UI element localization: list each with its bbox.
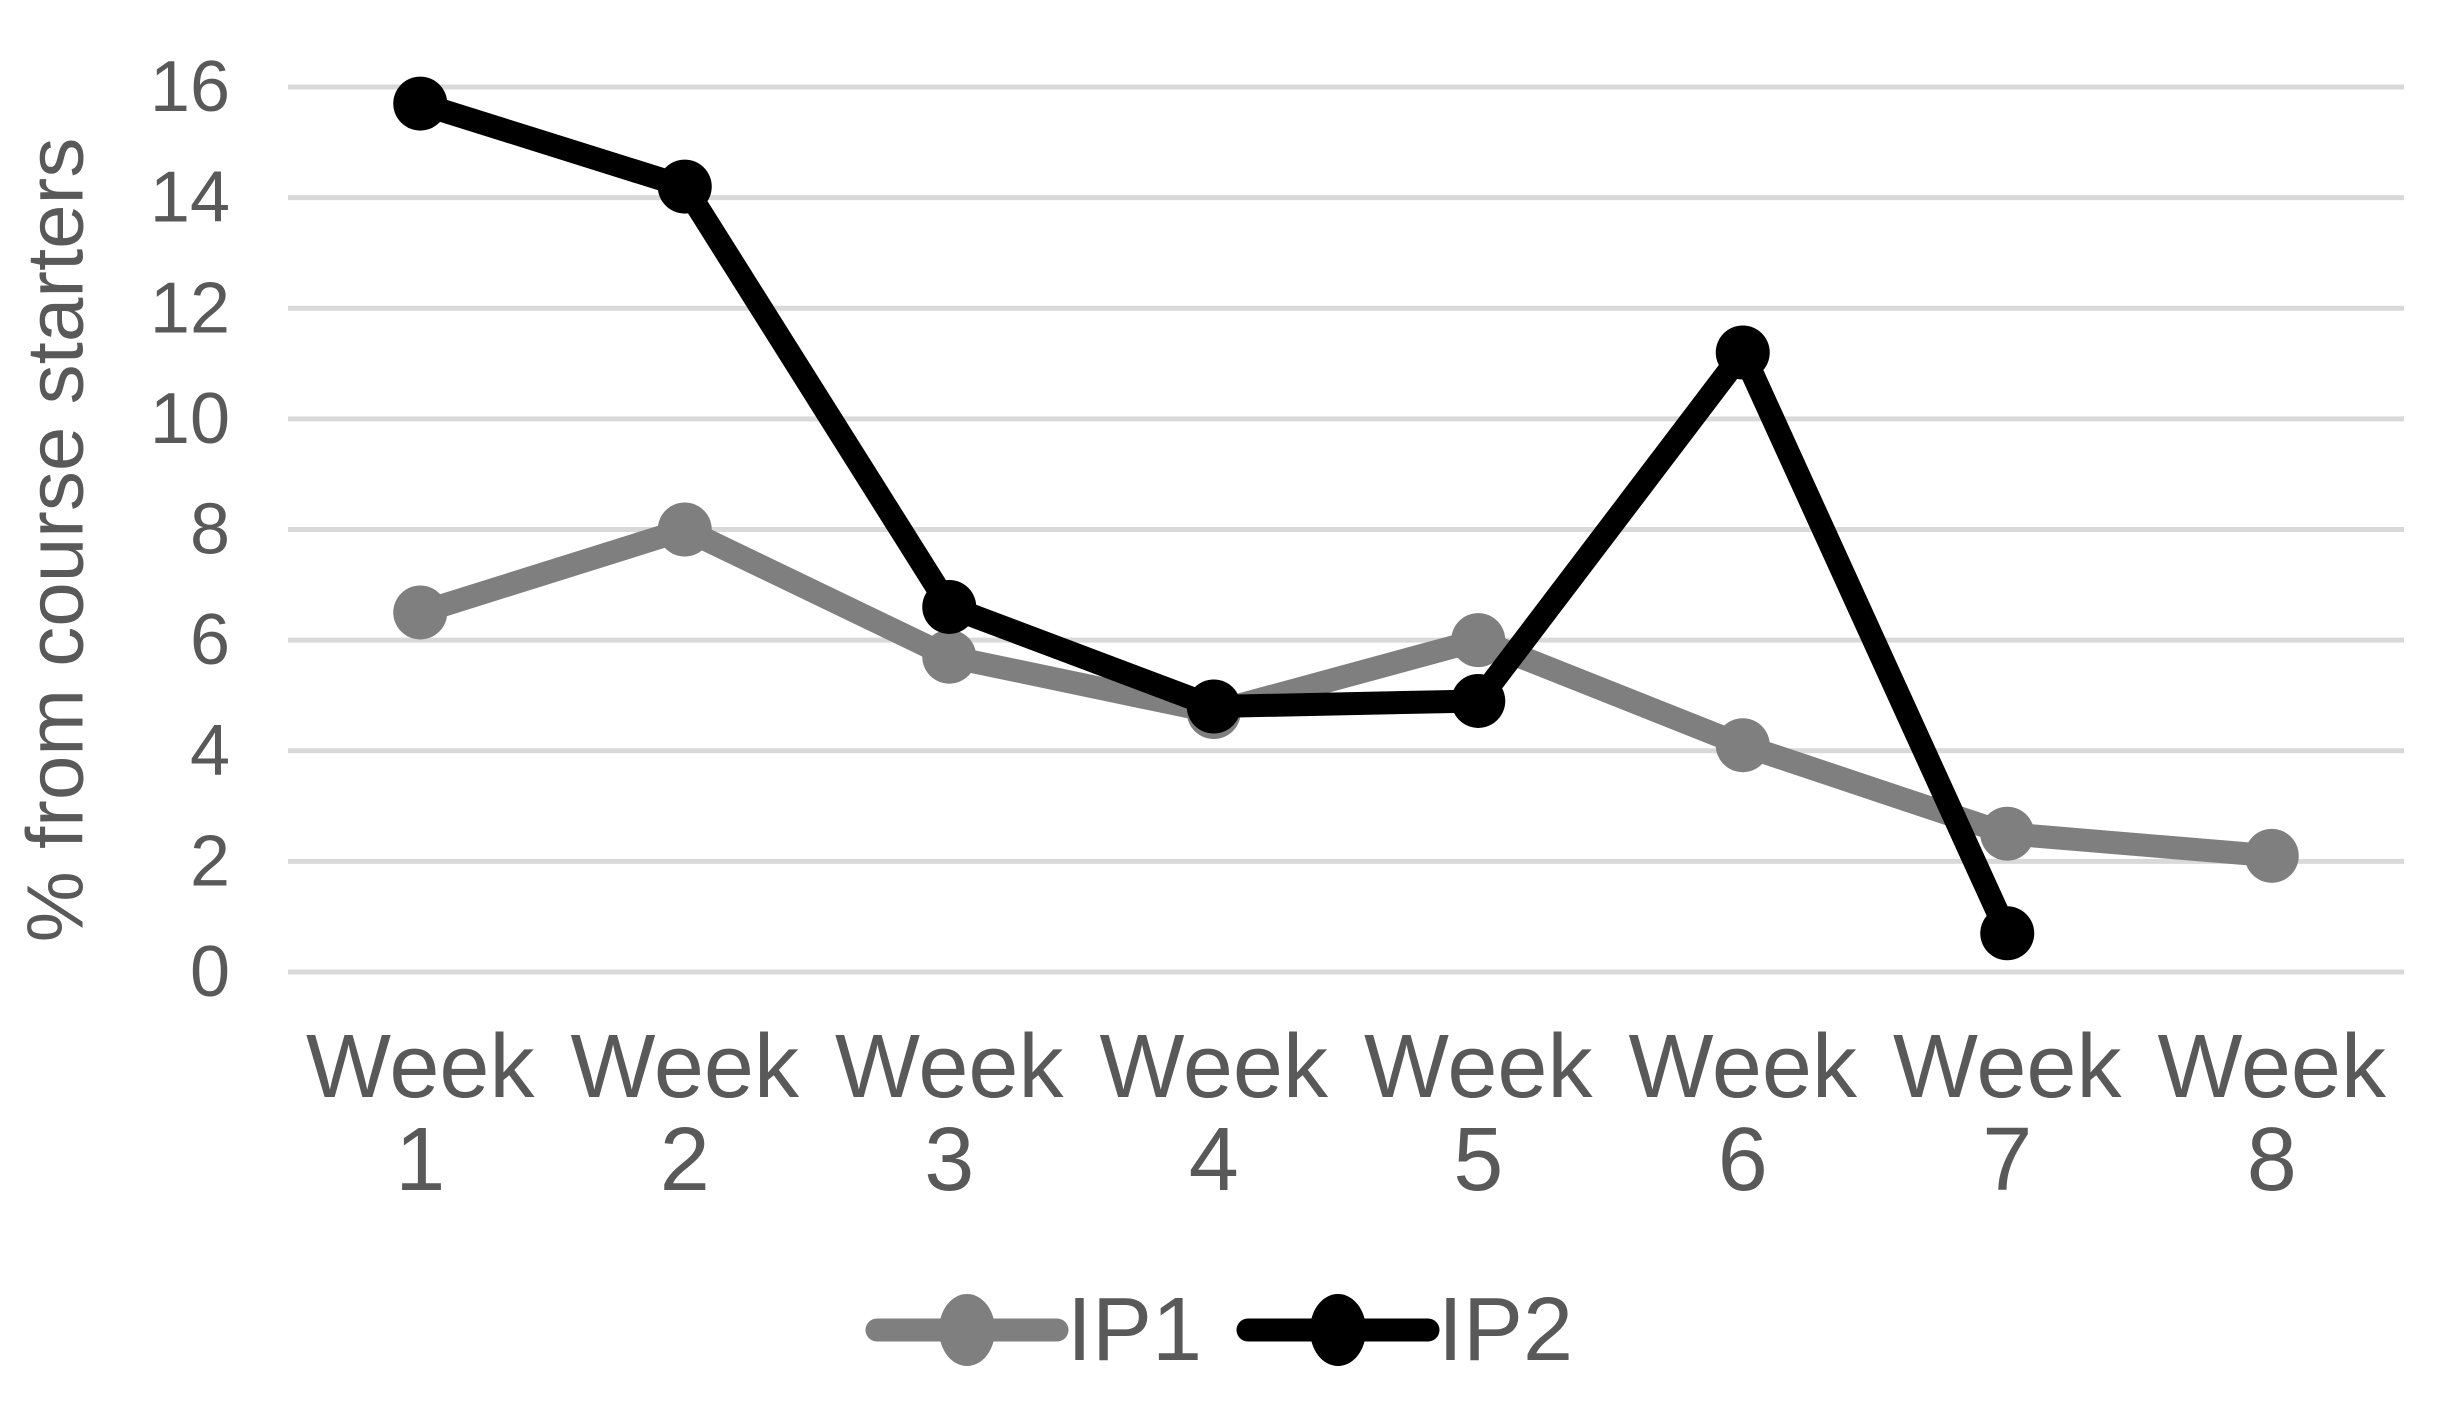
legend-item-IP2: IP2 (1236, 1280, 1573, 1380)
series-IP1-point-week-3 (922, 629, 977, 684)
x-tick-label-4-word: Week (1100, 1017, 1329, 1117)
series-IP2-point-week-7 (1980, 906, 2035, 961)
y-tick-label-0: 0 (190, 932, 230, 1012)
x-tick-label-8-word: Week (2158, 1017, 2387, 1117)
series-IP1-point-week-5 (1451, 613, 1506, 668)
x-tick-label-1-word: Week (306, 1017, 535, 1117)
y-axis-tick-labels: 0 2 4 6 8 10 12 14 16 (150, 47, 230, 1012)
series-IP1-point-week-7 (1980, 806, 2035, 861)
series-IP2-point-week-2 (657, 159, 712, 214)
x-tick-label-6-word: Week (1629, 1017, 1858, 1117)
series-IP1-point-week-1 (393, 585, 448, 640)
y-tick-label-12: 12 (150, 268, 230, 348)
x-tick-label-8-number: 8 (2247, 1110, 2297, 1210)
y-tick-label-2: 2 (190, 821, 230, 901)
x-tick-label-5-word: Week (1364, 1017, 1593, 1117)
legend-item-IP1: IP1 (865, 1280, 1202, 1380)
legend-marker-dot-IP1 (939, 1294, 995, 1366)
x-tick-label-7-word: Week (1893, 1017, 2122, 1117)
y-tick-label-16: 16 (150, 47, 230, 127)
x-tick-label-7-number: 7 (1982, 1110, 2032, 1210)
series-IP2-point-week-1 (393, 76, 448, 131)
series-IP2-line (408, 92, 2019, 945)
series-IP2-point-week-6 (1715, 325, 1770, 380)
x-tick-label-4-number: 4 (1189, 1110, 1239, 1210)
x-tick-label-2-number: 2 (660, 1110, 710, 1210)
legend: IP1 IP2 (865, 1280, 1573, 1380)
legend-marker-dot-IP2 (1310, 1294, 1366, 1366)
series-IP1-point-week-2 (657, 502, 712, 557)
legend-label-IP2: IP2 (1438, 1280, 1573, 1380)
y-tick-label-10: 10 (150, 379, 230, 459)
y-axis-title: % from course starters (11, 138, 100, 943)
plot-series (393, 76, 2299, 961)
series-IP2-point-week-3 (922, 579, 977, 634)
series-IP2-point-week-5 (1451, 673, 1506, 728)
y-tick-label-14: 14 (150, 158, 230, 238)
x-tick-label-2-word: Week (571, 1017, 800, 1117)
series-IP1-point-week-8 (2244, 828, 2299, 883)
x-tick-label-1-number: 1 (395, 1110, 445, 1210)
x-tick-label-5-number: 5 (1453, 1110, 1503, 1210)
series-IP1-point-week-6 (1715, 718, 1770, 773)
series-IP2-point-week-4 (1186, 679, 1241, 734)
y-tick-label-8: 8 (190, 490, 230, 570)
x-tick-label-3-number: 3 (924, 1110, 974, 1210)
x-tick-label-3-word: Week (835, 1017, 1064, 1117)
gridlines (288, 84, 2404, 975)
y-tick-label-4: 4 (190, 711, 230, 791)
y-tick-label-6: 6 (190, 600, 230, 680)
x-tick-label-6-number: 6 (1718, 1110, 1768, 1210)
legend-label-IP1: IP1 (1067, 1280, 1202, 1380)
